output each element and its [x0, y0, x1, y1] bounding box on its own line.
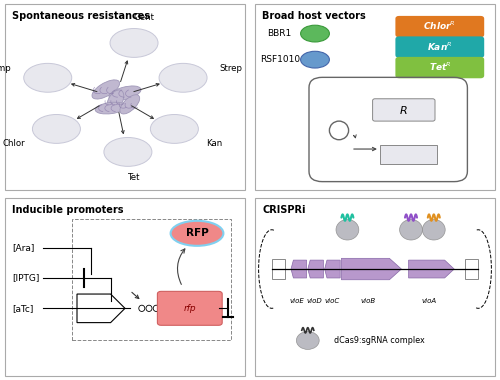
Ellipse shape — [110, 28, 158, 57]
Text: vioA: vioA — [422, 298, 436, 304]
FancyBboxPatch shape — [372, 99, 435, 121]
Ellipse shape — [24, 63, 72, 92]
Polygon shape — [408, 260, 454, 278]
Ellipse shape — [422, 220, 445, 240]
Text: Broad host vectors: Broad host vectors — [262, 11, 366, 21]
Text: Chlor$^R$: Chlor$^R$ — [424, 20, 456, 32]
Text: vioE: vioE — [290, 298, 304, 304]
Ellipse shape — [32, 114, 80, 143]
Text: vioC: vioC — [324, 298, 340, 304]
Ellipse shape — [146, 305, 152, 312]
FancyBboxPatch shape — [396, 36, 484, 58]
Ellipse shape — [300, 51, 330, 68]
Text: $R$: $R$ — [400, 104, 408, 116]
Text: Tet: Tet — [128, 173, 141, 182]
Ellipse shape — [300, 25, 330, 42]
Text: CRISPRi: CRISPRi — [262, 205, 306, 215]
Ellipse shape — [92, 80, 120, 99]
Ellipse shape — [296, 331, 319, 350]
Text: vioB: vioB — [360, 298, 376, 304]
Ellipse shape — [104, 138, 152, 166]
Text: Strep: Strep — [219, 64, 242, 73]
Ellipse shape — [336, 220, 359, 240]
Bar — [72, 219, 231, 340]
Bar — [272, 259, 285, 279]
Text: Inducible promoters: Inducible promoters — [12, 205, 124, 215]
Ellipse shape — [139, 305, 145, 312]
FancyBboxPatch shape — [158, 291, 222, 325]
Text: vioD: vioD — [306, 298, 322, 304]
Text: BBR1: BBR1 — [267, 29, 291, 38]
Text: Chlor: Chlor — [2, 139, 25, 149]
Ellipse shape — [150, 114, 198, 143]
Text: [aTc]: [aTc] — [12, 304, 34, 313]
Text: [Ara]: [Ara] — [12, 243, 34, 252]
Text: RFP: RFP — [186, 228, 208, 238]
Ellipse shape — [159, 63, 207, 92]
Text: rfp: rfp — [184, 304, 196, 313]
Ellipse shape — [107, 90, 124, 111]
Polygon shape — [324, 260, 340, 278]
Text: RSF1010: RSF1010 — [260, 55, 300, 64]
Ellipse shape — [153, 305, 159, 312]
FancyBboxPatch shape — [380, 145, 438, 164]
Text: Amp: Amp — [0, 64, 12, 73]
Ellipse shape — [120, 95, 140, 114]
Text: Gent: Gent — [134, 13, 154, 22]
Text: Kan: Kan — [206, 139, 222, 149]
Text: [IPTG]: [IPTG] — [12, 274, 40, 282]
FancyBboxPatch shape — [396, 16, 484, 37]
Bar — [465, 259, 478, 279]
Polygon shape — [291, 260, 306, 278]
Ellipse shape — [170, 221, 224, 246]
Ellipse shape — [400, 220, 422, 240]
Ellipse shape — [109, 86, 141, 100]
Text: Spontaneous resistances: Spontaneous resistances — [12, 11, 150, 21]
Text: Tet$^R$: Tet$^R$ — [428, 61, 451, 73]
FancyBboxPatch shape — [396, 57, 484, 78]
Ellipse shape — [95, 102, 126, 114]
Text: dCas9:sgRNA complex: dCas9:sgRNA complex — [334, 336, 425, 345]
Text: Kan$^R$: Kan$^R$ — [427, 40, 452, 53]
Polygon shape — [77, 294, 125, 323]
Polygon shape — [342, 258, 402, 280]
Polygon shape — [308, 260, 324, 278]
